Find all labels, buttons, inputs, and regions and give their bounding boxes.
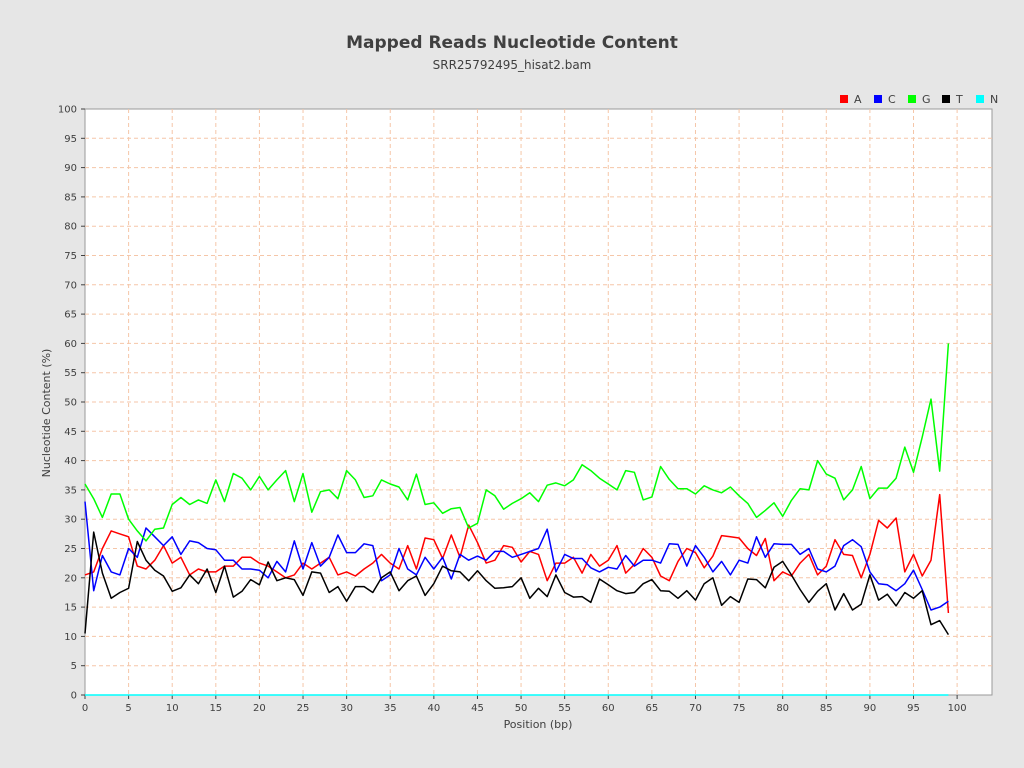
- y-tick-label: 85: [64, 192, 77, 203]
- y-tick-label: 15: [64, 603, 77, 614]
- x-tick-label: 45: [471, 703, 484, 714]
- plot-area: [84, 108, 993, 696]
- x-tick-label: 30: [340, 703, 353, 714]
- y-tick-label: 0: [71, 691, 77, 702]
- y-tick-label: 40: [64, 456, 77, 467]
- y-tick-label: 90: [64, 163, 77, 174]
- x-tick-label: 60: [602, 703, 615, 714]
- x-tick-label: 85: [820, 703, 833, 714]
- x-axis-ticks: 0 5 10 15 20 25 30 35 40 45 50 55 60 65 70 75 80 85 90 95 10…: [82, 695, 967, 714]
- y-tick-label: 25: [64, 544, 77, 555]
- chart-title: Mapped Reads Nucleotide Content: [346, 33, 678, 53]
- y-tick-label: 100: [58, 105, 77, 116]
- y-tick-label: 65: [64, 310, 77, 321]
- legend-label-g: G: [922, 93, 931, 106]
- x-tick-label: 5: [125, 703, 131, 714]
- legend-swatch-g: [908, 95, 916, 103]
- series-line-c: [84, 501, 949, 611]
- legend-label-n: N: [990, 93, 998, 106]
- y-tick-label: 75: [64, 251, 77, 262]
- y-tick-label: 95: [64, 134, 77, 145]
- x-tick-label: 35: [384, 703, 397, 714]
- chart-subtitle: SRR25792495_hisat2.bam: [433, 58, 592, 72]
- legend-label-t: T: [955, 93, 963, 106]
- x-tick-label: 80: [776, 703, 789, 714]
- x-tick-label: 20: [253, 703, 266, 714]
- y-tick-label: 80: [64, 222, 77, 233]
- x-tick-label: 40: [427, 703, 440, 714]
- legend-label-c: C: [888, 93, 896, 106]
- x-tick-label: 0: [82, 703, 88, 714]
- y-tick-label: 50: [64, 398, 77, 409]
- y-tick-label: 5: [71, 661, 77, 672]
- y-tick-label: 60: [64, 339, 77, 350]
- y-tick-label: 70: [64, 280, 77, 291]
- x-axis-label: Position (bp): [504, 718, 573, 731]
- x-tick-label: 100: [948, 703, 967, 714]
- x-tick-label: 75: [733, 703, 746, 714]
- legend-swatch-a: [840, 95, 848, 103]
- legend-swatch-c: [874, 95, 882, 103]
- y-tick-label: 55: [64, 368, 77, 379]
- legend-label-a: A: [854, 93, 862, 106]
- x-tick-label: 70: [689, 703, 702, 714]
- x-tick-label: 65: [646, 703, 659, 714]
- y-axis-ticks: 0 5 10 15 20 25 30 35 40 45 50 55 60 65 70 75 80 85 90 95 10…: [58, 105, 85, 702]
- x-tick-label: 15: [209, 703, 222, 714]
- legend-swatch-t: [942, 95, 950, 103]
- x-tick-label: 90: [864, 703, 877, 714]
- y-tick-label: 30: [64, 515, 77, 526]
- y-tick-label: 35: [64, 485, 77, 496]
- y-tick-label: 10: [64, 632, 77, 643]
- series-line-t: [84, 531, 950, 635]
- x-tick-label: 50: [515, 703, 528, 714]
- x-tick-label: 95: [907, 703, 920, 714]
- x-tick-label: 55: [558, 703, 571, 714]
- series-lines: [84, 343, 950, 696]
- y-tick-label: 20: [64, 573, 77, 584]
- legend-swatch-n: [976, 95, 984, 103]
- x-tick-label: 10: [166, 703, 179, 714]
- series-line-a: [84, 493, 950, 614]
- y-axis-label: Nucleotide Content (%): [40, 349, 53, 478]
- series-line-g: [84, 343, 950, 542]
- y-tick-label: 45: [64, 427, 77, 438]
- x-tick-label: 25: [297, 703, 310, 714]
